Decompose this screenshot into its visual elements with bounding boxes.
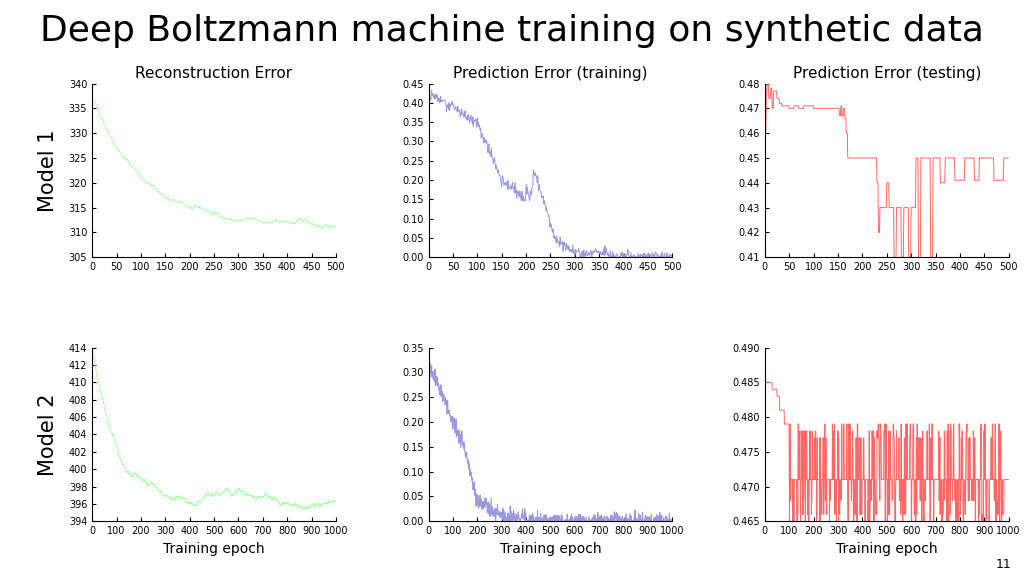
X-axis label: Training epoch: Training epoch [163,541,265,556]
Text: Deep Boltzmann machine training on synthetic data: Deep Boltzmann machine training on synth… [40,14,984,48]
X-axis label: Training epoch: Training epoch [836,541,938,556]
Y-axis label: Model 2: Model 2 [38,393,57,476]
X-axis label: Training epoch: Training epoch [500,541,601,556]
Text: 11: 11 [996,558,1012,571]
Title: Prediction Error (testing): Prediction Error (testing) [793,66,981,81]
Title: Prediction Error (training): Prediction Error (training) [454,66,647,81]
Title: Reconstruction Error: Reconstruction Error [135,66,293,81]
Y-axis label: Model 1: Model 1 [38,129,57,211]
